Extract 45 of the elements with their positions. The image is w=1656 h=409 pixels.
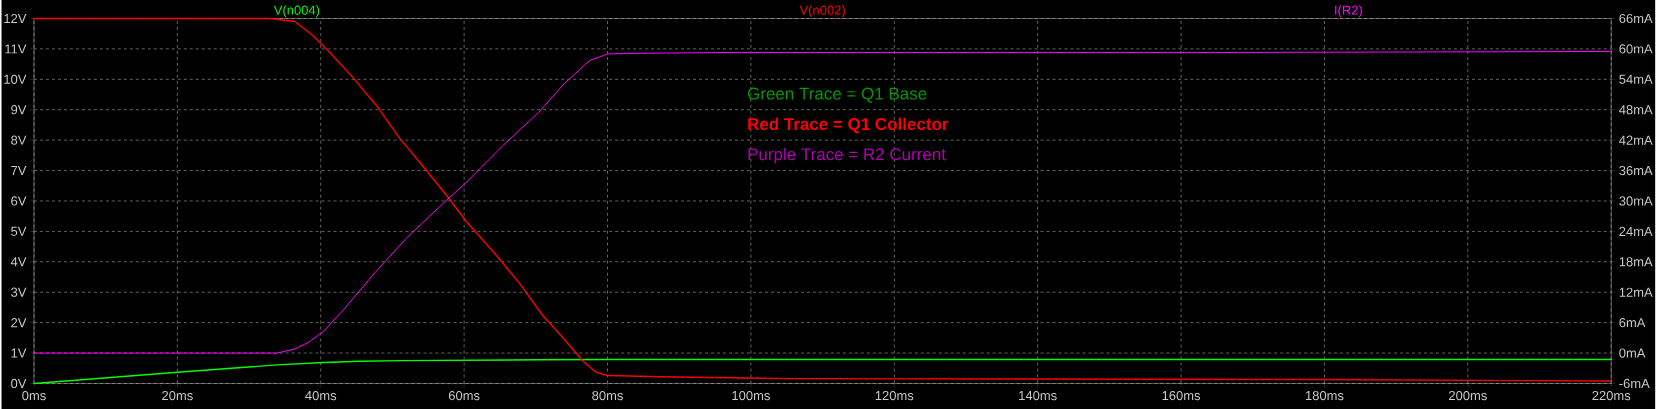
y-tick-label: 6V <box>11 196 27 206</box>
y2-tick-label: 6mA <box>1619 317 1646 328</box>
y-tick-label: 10V <box>4 74 27 84</box>
y-tick-label: 7V <box>11 165 27 175</box>
y2-tick-label: 12mA <box>1619 287 1653 297</box>
y2-tick-label: 48mA <box>1619 104 1653 115</box>
y2-tick-label: 30mA <box>1619 196 1653 206</box>
x-tick-label: 120ms <box>875 390 914 400</box>
y-tick-label: 1V <box>11 348 27 358</box>
y2-tick-label: 66mA <box>1619 13 1653 23</box>
y-tick-label: 2V <box>11 317 27 327</box>
x-tick-label: 20ms <box>162 390 193 400</box>
annotation: Green Trace = Q1 Base <box>747 87 927 103</box>
y2-tick-label: 42mA <box>1619 135 1653 145</box>
text: V(n004) <box>273 4 320 18</box>
y-tick-label: 3V <box>11 287 27 297</box>
x-tick-label: 180ms <box>1305 390 1344 400</box>
annotation: Purple Trace = R2 Current <box>748 147 946 164</box>
y-tick-label: 9V <box>11 104 27 115</box>
x-tick-label: 160ms <box>1162 390 1201 400</box>
y2-tick-label: 0mA <box>1619 348 1646 358</box>
line-series <box>33 50 1612 354</box>
y-tick-label: 5V <box>11 226 27 236</box>
y2-tick-label: 24mA <box>1619 226 1653 236</box>
x-tick-label: 40ms <box>305 390 337 400</box>
x-tick-label: 100ms <box>732 390 770 400</box>
x-tick-label: 0ms <box>22 390 46 400</box>
y-tick-label: 4V <box>10 257 27 267</box>
x-tick-label: 80ms <box>592 390 623 400</box>
y2-tick-label: 36mA <box>1619 165 1653 175</box>
y-tick-label: 11V <box>5 44 27 54</box>
x-tick-label: 60ms <box>448 390 480 400</box>
y-tick-label: 8V <box>11 135 27 145</box>
y2-tick-label: 54mA <box>1619 74 1653 84</box>
y-tick-label: 12V <box>4 13 27 23</box>
text: V(n002) <box>799 4 845 18</box>
text: I(R2) <box>1335 4 1362 18</box>
x-tick-label: 140ms <box>1019 390 1057 400</box>
y2-tick-label: -6mA <box>1619 378 1650 388</box>
annotation: Red Trace = Q1 Collector <box>748 117 949 134</box>
y2-tick-label: 60mA <box>1619 44 1653 54</box>
x-tick-label: 220ms <box>1592 390 1631 400</box>
y-tick-label: 0V <box>11 378 27 388</box>
x-tick-label: 200ms <box>1449 390 1487 400</box>
y2-tick-label: 18mA <box>1619 257 1653 267</box>
